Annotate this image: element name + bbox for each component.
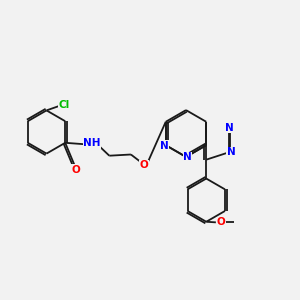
Text: N: N [225, 123, 234, 133]
Text: Cl: Cl [59, 100, 70, 110]
Text: N: N [226, 147, 235, 158]
Text: N: N [160, 141, 169, 151]
Text: N: N [183, 152, 192, 163]
Text: NH: NH [83, 138, 101, 148]
Text: O: O [71, 165, 80, 175]
Text: O: O [217, 218, 226, 227]
Text: O: O [140, 160, 148, 170]
